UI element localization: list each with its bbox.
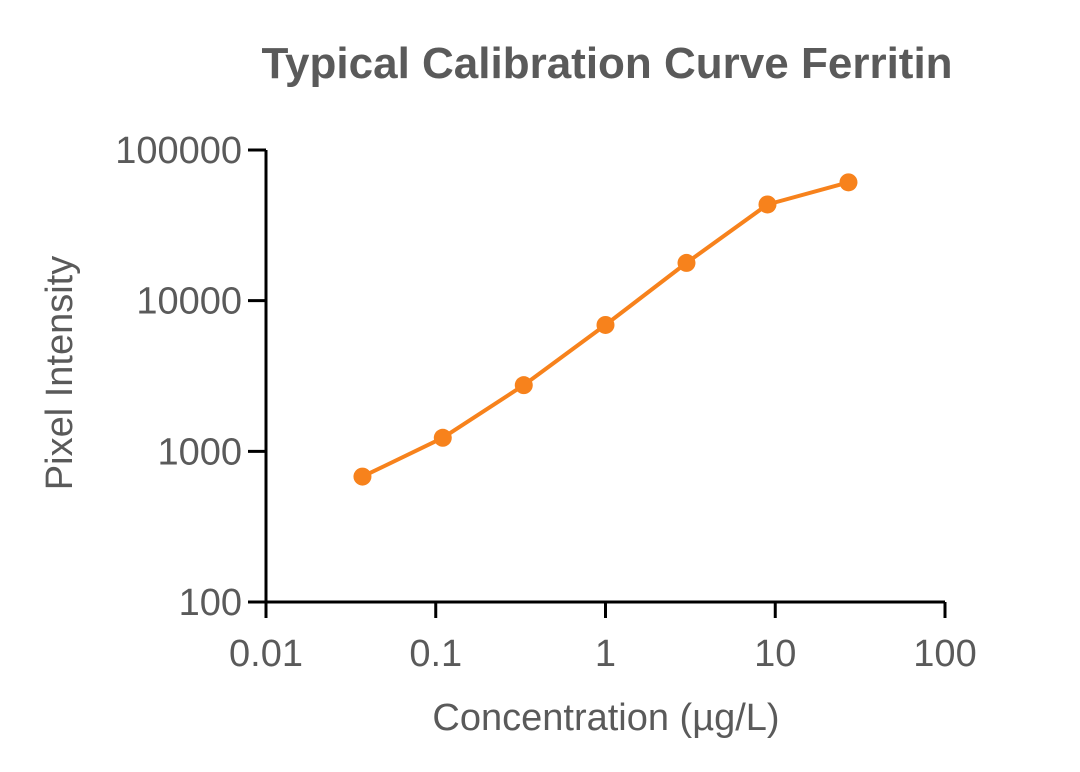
data-point [758,195,777,214]
x-ticks: 0.01 0.1 1 10 100 [229,602,977,675]
data-point [514,376,533,395]
axes [264,150,945,604]
y-tick-label: 100000 [115,130,242,172]
x-tick-label: 0.1 [409,633,462,675]
y-tick-label: 100 [179,582,242,624]
x-tick-label: 0.01 [229,633,303,675]
data-point [677,253,696,272]
series-layer [353,173,858,486]
x-tick-label: 100 [913,633,976,675]
x-tick-label: 1 [595,633,616,675]
chart-title: Typical Calibration Curve Ferritin [261,39,952,88]
data-point [433,428,452,447]
x-tick-label: 10 [754,633,796,675]
y-axis-title: Pixel Intensity [39,256,81,490]
data-point [839,173,858,192]
y-tick-label: 1000 [157,431,242,473]
y-tick-label: 10000 [136,281,242,323]
data-point [353,467,372,486]
data-point [596,315,615,334]
x-axis-title: Concentration (µg/L) [432,697,779,739]
y-ticks: 100 1000 10000 100000 [115,130,266,624]
